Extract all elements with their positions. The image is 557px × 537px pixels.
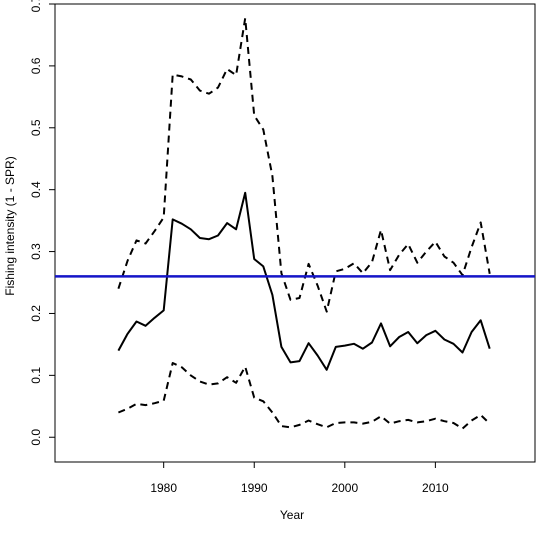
y-tick-label: 0.2	[29, 305, 43, 322]
y-axis: 0.0 0.1 0.2 0.3 0.4 0.5 0.6 0.7	[29, 0, 55, 446]
x-tick-label: 2010	[422, 481, 449, 495]
y-tick-label: 0.6	[29, 57, 43, 74]
x-axis: 1980 1990 2000 2010	[150, 462, 449, 495]
x-tick-label: 1990	[241, 481, 268, 495]
x-tick-label: 1980	[150, 481, 177, 495]
dashed-series-line-1	[117, 17, 491, 313]
y-tick-label: 0.4	[29, 181, 43, 198]
y-tick-label: 0.5	[29, 119, 43, 136]
solid-series-line-0	[117, 191, 491, 371]
y-tick-label: 0.7	[29, 0, 43, 12]
y-axis-label: Fishing intensity (1 - SPR)	[3, 156, 17, 295]
plot-frame	[54, 3, 536, 463]
y-tick-label: 0.1	[29, 367, 43, 384]
y-tick-label: 0.0	[29, 429, 43, 446]
series-layer	[117, 17, 491, 430]
x-axis-label: Year	[280, 508, 304, 522]
dashed-series-line-2	[118, 362, 491, 430]
y-tick-label: 0.3	[29, 243, 43, 260]
x-tick-label: 2000	[331, 481, 358, 495]
